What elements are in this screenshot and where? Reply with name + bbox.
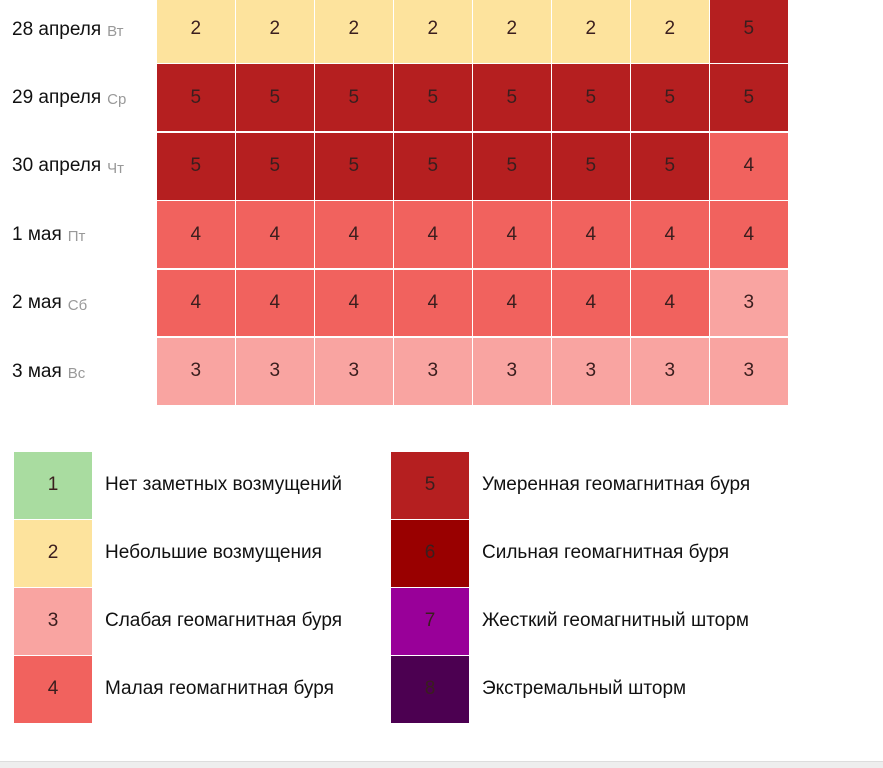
legend-swatch: 6 bbox=[391, 520, 469, 587]
level-cell: 5 bbox=[236, 64, 314, 132]
level-cell: 4 bbox=[236, 201, 314, 269]
legend-swatch: 7 bbox=[391, 588, 469, 655]
level-cell: 4 bbox=[157, 269, 235, 337]
level-cell: 5 bbox=[473, 64, 551, 132]
level-cell: 5 bbox=[631, 64, 709, 132]
level-cell: 3 bbox=[315, 338, 393, 405]
level-cell: 5 bbox=[157, 132, 235, 200]
date: 3 мая bbox=[12, 360, 62, 382]
level-cell: 4 bbox=[631, 269, 709, 337]
level-cell: 5 bbox=[236, 132, 314, 200]
level-cell: 5 bbox=[710, 64, 788, 132]
legend-label: Нет заметных возмущений bbox=[105, 474, 342, 496]
level-cell: 3 bbox=[236, 338, 314, 405]
level-cell: 2 bbox=[552, 0, 630, 63]
legend-label: Жесткий геомагнитный шторм bbox=[482, 610, 749, 632]
date: 1 мая bbox=[12, 223, 62, 245]
weekday: Вс bbox=[67, 365, 86, 382]
legend-label: Умеренная геомагнитная буря bbox=[482, 474, 751, 496]
weekday: Ср bbox=[107, 91, 127, 109]
date-label: 29 апреля Ср bbox=[12, 64, 126, 131]
level-cell: 5 bbox=[710, 0, 788, 63]
level-cell: 4 bbox=[552, 201, 630, 269]
date: 28 апреля bbox=[12, 18, 102, 40]
level-cell: 2 bbox=[394, 0, 472, 63]
level-cell: 4 bbox=[473, 269, 551, 337]
date: 30 апреля bbox=[12, 155, 102, 177]
date-label: 2 мая Сб bbox=[12, 270, 87, 337]
level-cell: 3 bbox=[473, 338, 551, 405]
legend-swatch: 4 bbox=[14, 656, 92, 723]
level-cell: 3 bbox=[631, 338, 709, 405]
date-label: 3 мая Вс bbox=[12, 338, 85, 405]
date: 2 мая bbox=[12, 292, 62, 314]
level-cell: 3 bbox=[157, 338, 235, 405]
level-cell: 3 bbox=[394, 338, 472, 405]
level-cell: 5 bbox=[473, 132, 551, 200]
weekday: Чт bbox=[107, 159, 125, 177]
level-cell: 2 bbox=[236, 0, 314, 63]
level-cell: 3 bbox=[710, 338, 788, 405]
weekday: Вт bbox=[107, 23, 124, 40]
legend-swatch: 8 bbox=[391, 656, 469, 723]
date-label: 28 апреля Вт bbox=[12, 0, 124, 63]
legend-label: Малая геомагнитная буря bbox=[105, 678, 334, 700]
level-cell: 3 bbox=[710, 269, 788, 337]
legend-swatch: 3 bbox=[14, 588, 92, 655]
legend-swatch: 2 bbox=[14, 520, 92, 587]
level-cell: 4 bbox=[157, 201, 235, 269]
level-cell: 4 bbox=[473, 201, 551, 269]
level-cell: 4 bbox=[552, 269, 630, 337]
level-cell: 4 bbox=[315, 201, 393, 269]
legend-label: Сильная геомагнитная буря bbox=[482, 542, 729, 564]
level-cell: 5 bbox=[157, 64, 235, 132]
level-cell: 2 bbox=[315, 0, 393, 63]
level-cell: 2 bbox=[631, 0, 709, 63]
date: 29 апреля bbox=[12, 86, 102, 108]
legend-label: Экстремальный шторм bbox=[482, 678, 687, 700]
level-cell: 4 bbox=[315, 269, 393, 337]
level-cell: 4 bbox=[710, 201, 788, 269]
level-cell: 4 bbox=[394, 269, 472, 337]
legend-swatch: 1 bbox=[14, 452, 92, 519]
bottom-bar bbox=[0, 761, 883, 768]
level-cell: 5 bbox=[394, 64, 472, 132]
level-cell: 2 bbox=[473, 0, 551, 63]
level-cell: 2 bbox=[157, 0, 235, 63]
level-cell: 5 bbox=[394, 132, 472, 200]
date-label: 30 апреля Чт bbox=[12, 133, 124, 200]
weekday: Сб bbox=[67, 296, 88, 314]
level-cell: 5 bbox=[552, 64, 630, 132]
level-cell: 4 bbox=[710, 132, 788, 200]
level-cell: 4 bbox=[394, 201, 472, 269]
weekday: Пт bbox=[67, 228, 86, 246]
level-cell: 5 bbox=[552, 132, 630, 200]
level-cell: 5 bbox=[315, 64, 393, 132]
level-cell: 4 bbox=[631, 201, 709, 269]
level-cell: 5 bbox=[631, 132, 709, 200]
legend-label: Слабая геомагнитная буря bbox=[105, 610, 342, 632]
level-cell: 3 bbox=[552, 338, 630, 405]
level-cell: 4 bbox=[236, 269, 314, 337]
level-cell: 5 bbox=[315, 132, 393, 200]
legend-label: Небольшие возмущения bbox=[105, 542, 322, 564]
legend-swatch: 5 bbox=[391, 452, 469, 519]
date-label: 1 мая Пт bbox=[12, 201, 85, 268]
